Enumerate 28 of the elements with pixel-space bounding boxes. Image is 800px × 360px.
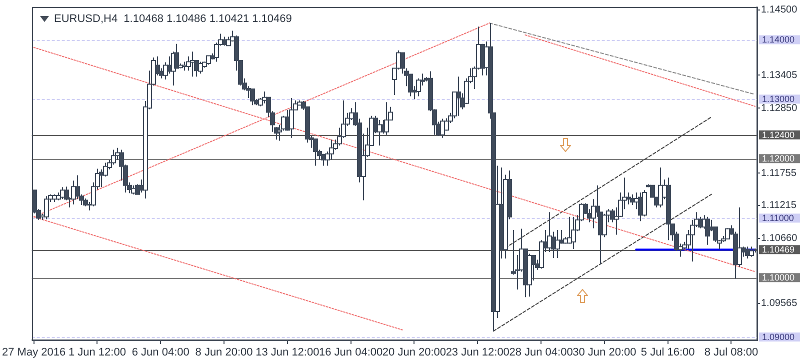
x-tick-label: 5 Jul 16:00 (640, 346, 695, 359)
y-tick-label: 1.12850 (761, 102, 798, 114)
ref-line-label: 1.14000 (762, 34, 795, 45)
ref-line-label: 1.09000 (762, 332, 795, 342)
ref-line-label: 1.12400 (762, 130, 795, 140)
x-tick-label: 23 Jun 12:00 (446, 346, 510, 359)
ref-line-label: 1.10469 (762, 244, 795, 255)
x-tick-label: 1 Jun 12:00 (68, 346, 126, 359)
x-tick-label: 8 Jun 20:00 (195, 346, 253, 359)
ref-line-label: 1.12000 (762, 154, 795, 164)
y-tick-label: 1.14500 (761, 4, 798, 16)
x-tick-label: 6 Jun 04:00 (132, 346, 190, 359)
y-tick-label: 1.09565 (761, 298, 798, 310)
x-tick-label: 13 Jun 12:00 (256, 346, 320, 359)
ref-line-label: 1.11000 (762, 213, 794, 224)
y-tick-label: 1.11755 (761, 168, 797, 179)
x-tick-label: 20 Jun 20:00 (382, 346, 446, 359)
x-tick-label: 30 Jun 20:00 (572, 346, 636, 359)
y-tick-label: 1.11215 (761, 200, 797, 212)
y-tick-label: 1.10660 (761, 233, 798, 244)
ref-line-label: 1.10000 (762, 272, 795, 283)
text: EURUSD,H4 1.10468 1.10486 1.10421 1.10469 (54, 13, 292, 25)
x-tick-label: 27 May 2016 (2, 346, 66, 359)
x-tick-label: 28 Jun 04:00 (509, 346, 573, 359)
ref-line-label: 1.13000 (762, 94, 795, 104)
y-tick-label: 1.13405 (761, 70, 798, 81)
x-tick-label: 8 Jul 08:00 (704, 346, 758, 359)
x-tick-label: 16 Jun 04:00 (319, 346, 383, 359)
